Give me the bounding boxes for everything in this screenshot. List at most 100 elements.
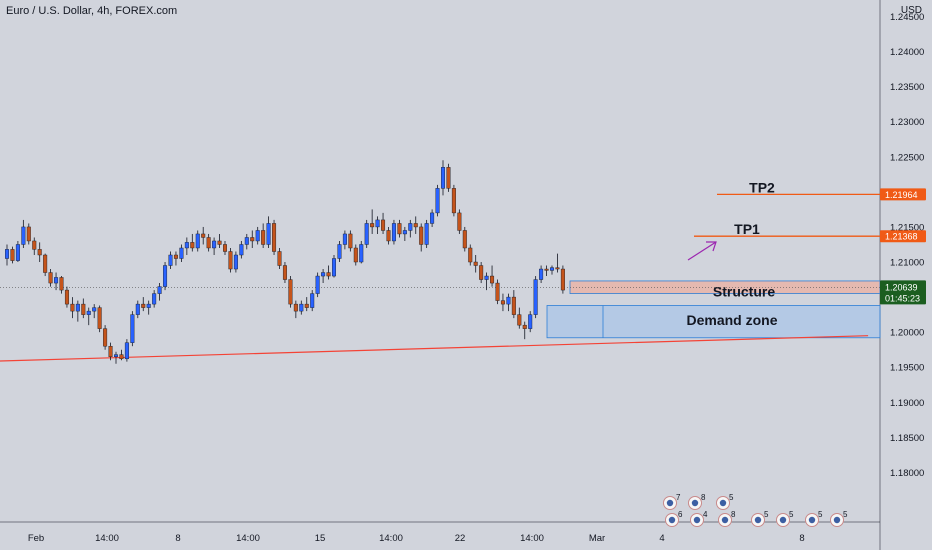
event-marker[interactable]: 5 bbox=[776, 510, 795, 527]
event-marker[interactable]: 5 bbox=[751, 510, 770, 527]
candle bbox=[32, 237, 37, 255]
event-marker[interactable]: 8 bbox=[688, 493, 707, 510]
candle bbox=[375, 216, 380, 234]
candle-body bbox=[261, 230, 266, 245]
event-marker-core bbox=[668, 516, 676, 524]
event-marker-count: 5 bbox=[789, 510, 794, 519]
candle-body bbox=[108, 345, 113, 357]
candle bbox=[402, 226, 407, 241]
candle bbox=[168, 251, 173, 270]
x-tick-label: 14:00 bbox=[236, 533, 260, 544]
event-marker[interactable]: 5 bbox=[830, 510, 849, 527]
price-tag-tp1 bbox=[880, 230, 926, 243]
candle bbox=[484, 272, 489, 291]
level-label-tp1: TP1 bbox=[734, 221, 760, 237]
candle-body bbox=[315, 275, 320, 294]
candle-body bbox=[446, 167, 451, 189]
candle-body bbox=[353, 247, 358, 263]
candle bbox=[522, 321, 527, 340]
candle bbox=[157, 283, 162, 301]
x-tick-label: 8 bbox=[799, 533, 804, 544]
candle-body bbox=[288, 279, 293, 305]
y-tick-label: 1.22500 bbox=[890, 152, 924, 163]
candle bbox=[528, 311, 533, 333]
x-tick-label: 15 bbox=[315, 533, 326, 544]
event-marker-count: 5 bbox=[764, 510, 769, 519]
event-marker[interactable]: 4 bbox=[690, 510, 709, 527]
current-price-tag bbox=[880, 280, 926, 305]
candle-body bbox=[342, 233, 347, 245]
candle bbox=[282, 262, 287, 284]
candle bbox=[152, 290, 157, 308]
candle bbox=[222, 240, 227, 255]
candle-body bbox=[500, 300, 505, 305]
candle bbox=[391, 219, 396, 245]
candle-body bbox=[222, 244, 227, 252]
event-marker-core bbox=[721, 516, 729, 524]
candle-body bbox=[195, 233, 200, 249]
candle-body bbox=[217, 240, 222, 245]
candle-body bbox=[86, 310, 91, 315]
event-marker[interactable]: 5 bbox=[716, 493, 735, 510]
event-marker-count: 5 bbox=[818, 510, 823, 519]
candle bbox=[48, 269, 53, 287]
candle bbox=[397, 219, 402, 238]
candle-body bbox=[233, 254, 238, 270]
event-marker-core bbox=[808, 516, 816, 524]
candle bbox=[233, 251, 238, 273]
event-marker-count: 7 bbox=[676, 493, 681, 502]
candle bbox=[228, 247, 233, 273]
candle bbox=[332, 255, 337, 278]
event-marker-core bbox=[779, 516, 787, 524]
event-marker[interactable]: 8 bbox=[718, 510, 737, 527]
candle bbox=[190, 233, 195, 252]
candle-body bbox=[152, 293, 157, 305]
x-tick-label: 8 bbox=[175, 533, 180, 544]
candle bbox=[560, 265, 565, 294]
candle-body bbox=[228, 251, 233, 270]
level-label-tp2: TP2 bbox=[749, 179, 775, 195]
candle-body bbox=[550, 267, 555, 271]
demand-zone-label: Demand zone bbox=[686, 312, 777, 328]
candle bbox=[26, 223, 31, 245]
candle-body bbox=[511, 296, 516, 315]
event-marker-count: 5 bbox=[843, 510, 848, 519]
candle bbox=[446, 163, 451, 192]
candle-body bbox=[103, 328, 108, 347]
candle-body bbox=[506, 296, 511, 305]
candle bbox=[288, 276, 293, 308]
candle bbox=[441, 160, 446, 196]
candle bbox=[500, 293, 505, 312]
candle bbox=[173, 251, 178, 266]
candle bbox=[419, 223, 424, 252]
event-marker[interactable]: 7 bbox=[663, 493, 682, 510]
candle bbox=[54, 272, 59, 291]
y-tick-label: 1.24500 bbox=[890, 12, 924, 23]
candle-body bbox=[146, 303, 151, 308]
candle bbox=[201, 226, 206, 245]
candle bbox=[277, 247, 282, 270]
candle-body bbox=[206, 237, 211, 249]
support-trendline[interactable] bbox=[0, 335, 869, 362]
candle bbox=[113, 351, 118, 364]
x-tick-label: Mar bbox=[589, 533, 605, 544]
candle-body bbox=[495, 282, 500, 301]
candle-body bbox=[201, 233, 206, 238]
candle-body bbox=[81, 303, 86, 315]
demand-zone[interactable] bbox=[546, 305, 881, 339]
candle-body bbox=[528, 314, 533, 329]
bullish-arrow-head bbox=[706, 241, 717, 252]
candle bbox=[424, 219, 429, 248]
event-marker-count: 4 bbox=[703, 510, 708, 519]
candle-body bbox=[544, 268, 549, 271]
candle-body bbox=[555, 267, 560, 270]
event-marker[interactable]: 5 bbox=[805, 510, 824, 527]
candle bbox=[381, 212, 386, 234]
candle bbox=[359, 240, 364, 264]
candle-body bbox=[157, 286, 162, 294]
event-marker[interactable]: 6 bbox=[665, 510, 684, 527]
candle-body bbox=[190, 242, 195, 249]
candle-body bbox=[364, 223, 369, 245]
candle bbox=[250, 230, 255, 248]
